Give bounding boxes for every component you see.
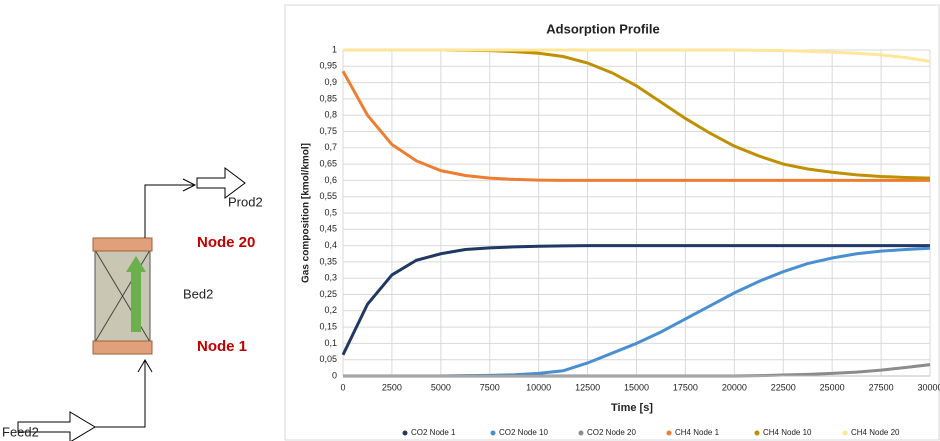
y-tick-label: 0,95 [319,61,337,71]
y-tick-label: 0,8 [324,110,337,120]
x-axis-title: Time [s] [611,402,653,414]
y-tick-label: 0,6 [324,175,337,185]
feed-line [95,360,145,427]
legend-label: CO2 Node 20 [587,428,636,437]
legend-marker [403,431,408,436]
page: Feed2 Prod2 Bed2 Node 20 Node 1 Adsorpti… [0,0,940,441]
x-tick-label: 10000 [526,382,551,392]
x-tick-label: 17500 [673,382,698,392]
legend-label: CH4 Node 10 [763,428,812,437]
legend-label: CH4 Node 1 [675,428,720,437]
chart-title: Adsorption Profile [546,21,659,36]
y-tick-label: 0 [332,370,337,380]
y-tick-label: 1 [332,44,337,54]
node-label: Node 20 [197,234,255,251]
x-tick-label: 12500 [575,382,600,392]
legend-label: CO2 Node 1 [411,428,456,437]
legend-marker [491,431,496,436]
bed-cap-top [93,238,152,251]
y-tick-label: 0,75 [319,126,337,136]
legend-marker [755,431,760,436]
y-tick-label: 0,35 [319,256,337,266]
y-tick-label: 0,25 [319,289,337,299]
y-tick-label: 0,45 [319,224,337,234]
y-tick-label: 0,85 [319,93,337,103]
y-tick-label: 0,4 [324,240,337,250]
y-tick-label: 0,2 [324,305,337,315]
x-tick-label: 25000 [820,382,845,392]
y-tick-label: 0,7 [324,142,337,152]
x-tick-label: 5000 [431,382,451,392]
process-diagram: Feed2 Prod2 Bed2 Node 20 Node 1 [2,168,263,441]
x-tick-label: 22500 [771,382,796,392]
x-tick-label: 20000 [722,382,747,392]
x-tick-label: 15000 [624,382,649,392]
node-label: Node 1 [197,338,247,355]
y-tick-label: 0,15 [319,321,337,331]
y-tick-label: 0,3 [324,273,337,283]
x-tick-label: 30000 [917,382,940,392]
y-tick-label: 0,1 [324,338,337,348]
y-tick-label: 0,9 [324,77,337,87]
y-tick-label: 0,05 [319,354,337,364]
legend-marker [667,431,672,436]
product-line [145,185,195,238]
bed-label: Bed2 [183,286,213,301]
bed-cap-bottom [93,341,152,354]
x-tick-label: 7500 [480,382,500,392]
y-axis-title: Gas composition [kmol/kmol] [301,143,312,283]
product-label: Prod2 [228,194,263,209]
y-tick-label: 0,65 [319,158,337,168]
x-tick-label: 0 [340,382,345,392]
legend-marker [843,431,848,436]
feed-label: Feed2 [2,424,39,439]
y-tick-label: 0,5 [324,207,337,217]
legend-label: CH4 Node 20 [851,428,900,437]
y-tick-label: 0,55 [319,191,337,201]
x-tick-label: 27500 [869,382,894,392]
legend-marker [579,431,584,436]
x-tick-label: 2500 [382,382,402,392]
flow-arrow [131,270,141,332]
legend-label: CO2 Node 10 [499,428,548,437]
